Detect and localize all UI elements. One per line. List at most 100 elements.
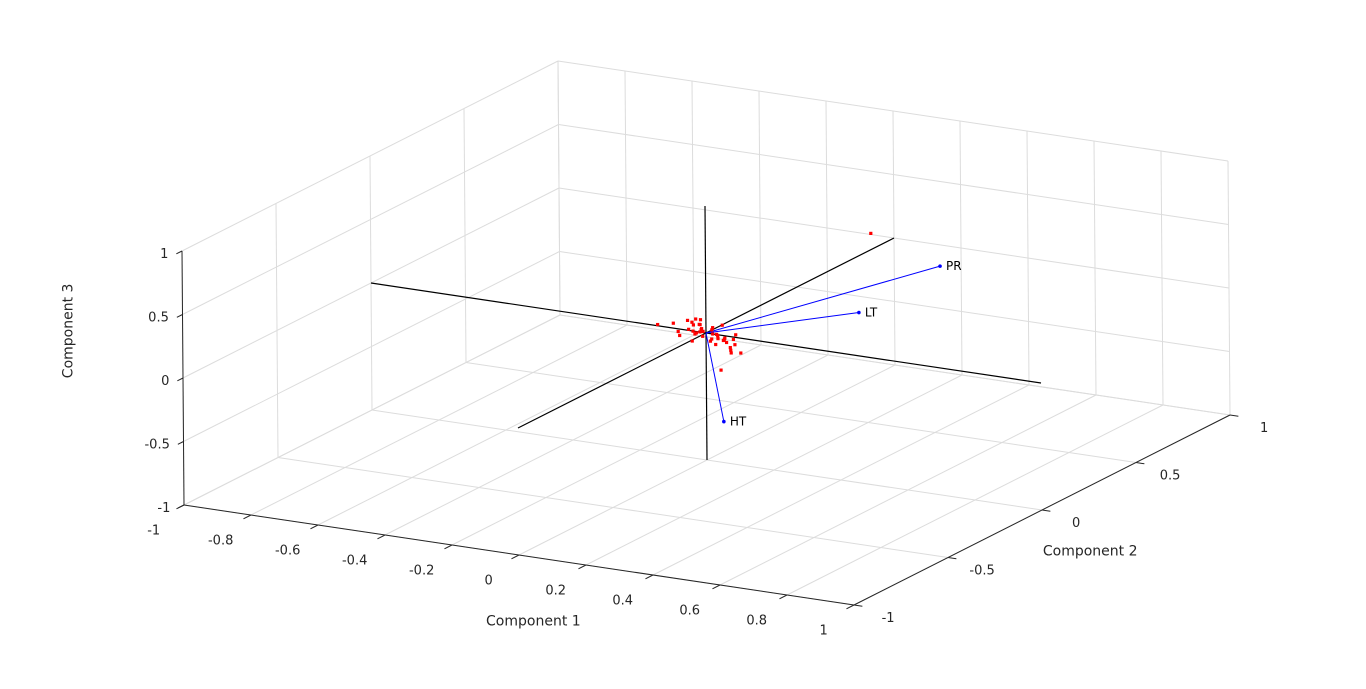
score-point xyxy=(687,327,691,331)
y-tick-mark xyxy=(947,557,957,560)
score-point xyxy=(739,351,743,355)
loading-vector-label: HT xyxy=(730,415,747,429)
score-point xyxy=(698,330,702,334)
x-tick-mark xyxy=(645,574,654,580)
x-tick-label: -0.8 xyxy=(208,533,233,548)
y-tick-mark xyxy=(1135,462,1145,465)
loading-vector-label: PR xyxy=(946,259,962,273)
score-point xyxy=(698,318,703,322)
z-tick-label: -1 xyxy=(157,501,170,516)
score-point xyxy=(731,337,736,342)
z-tick-mark xyxy=(177,377,184,382)
score-point xyxy=(694,331,698,335)
loading-vector-lt xyxy=(705,312,859,334)
score-point xyxy=(722,337,727,341)
score-point xyxy=(678,333,682,338)
score-point xyxy=(690,320,694,324)
loading-vector-end xyxy=(722,419,726,424)
x-tick-mark xyxy=(377,534,386,540)
score-point xyxy=(719,368,723,372)
score-point xyxy=(656,322,660,327)
x-tick-mark xyxy=(578,564,587,570)
y-tick-label: -0.5 xyxy=(969,564,994,579)
x-tick-label: -0.2 xyxy=(409,563,434,578)
x-axis-label: Component 1 xyxy=(486,614,581,630)
score-point xyxy=(733,343,737,347)
y-tick-mark xyxy=(853,604,863,607)
x-tick-label: 0.2 xyxy=(545,583,566,598)
score-point xyxy=(729,351,733,355)
loading-vector-label: LT xyxy=(865,306,878,320)
x-tick-mark xyxy=(444,544,453,550)
score-point xyxy=(691,329,695,333)
score-point xyxy=(701,329,705,333)
x-tick-label: 0.8 xyxy=(746,613,767,628)
x-tick-label: 0 xyxy=(485,573,493,588)
score-point xyxy=(671,321,675,325)
back-wall-grid-line xyxy=(558,124,1229,225)
y-tick-mark xyxy=(1041,509,1051,512)
score-point xyxy=(724,340,729,345)
score-point xyxy=(691,323,696,327)
score-point xyxy=(734,333,738,337)
score-point xyxy=(710,337,714,341)
score-point xyxy=(729,348,733,352)
loading-vector-end xyxy=(938,264,942,268)
score-point xyxy=(690,339,694,343)
z-tick-mark xyxy=(176,250,183,255)
back-wall-grid-line xyxy=(559,251,1230,352)
side-wall-grid-line xyxy=(183,314,561,506)
x-tick-mark xyxy=(712,584,721,590)
x-tick-label: -0.4 xyxy=(342,553,367,568)
side-wall-grid-line xyxy=(182,124,559,315)
score-point xyxy=(720,323,724,327)
score-point xyxy=(716,334,720,338)
floor-grid-line xyxy=(277,457,949,558)
z-tick-mark xyxy=(177,441,184,445)
y-tick-label: -1 xyxy=(882,611,895,626)
y-tick-label: 0 xyxy=(1072,516,1080,531)
score-point xyxy=(710,328,714,332)
x-tick-label: -1 xyxy=(147,523,160,538)
score-points xyxy=(656,231,873,372)
x-tick-label: 1 xyxy=(820,623,828,638)
z-tick-label: -0.5 xyxy=(144,437,169,452)
x-tick-label: -0.6 xyxy=(275,543,300,558)
y-axis-label: Component 2 xyxy=(1043,544,1138,560)
axes: -1 -0.8 -0.6 -0.4 -0.2 0 0.2 0.4 0.6 0.8 1 -1 -0.5 0 0… xyxy=(144,247,1268,638)
loading-vector-ht xyxy=(705,332,725,422)
x-tick-mark xyxy=(511,554,520,560)
score-point xyxy=(701,334,705,338)
floor-grid-line xyxy=(465,362,1137,463)
score-point xyxy=(728,345,732,350)
z-tick-label: 0 xyxy=(161,374,169,389)
loading-vector-end xyxy=(857,310,861,315)
x-tick-mark xyxy=(846,604,855,610)
loading-vector-pr xyxy=(705,265,941,334)
loading-vectors: PR LT HT xyxy=(705,259,962,429)
x-tick-label: 0.6 xyxy=(679,603,700,618)
back-wall-grid-line xyxy=(559,314,1231,416)
x-tick-mark xyxy=(779,594,788,600)
z-tick-label: 0.5 xyxy=(148,310,169,325)
x-tick-mark xyxy=(310,524,319,530)
x-tick-mark xyxy=(243,514,252,520)
axis-labels: Component 1 Component 2 Component 3 xyxy=(60,284,1137,630)
score-point xyxy=(685,318,690,322)
score-point xyxy=(697,322,701,326)
score-point xyxy=(708,339,713,343)
y-tick-label: 0.5 xyxy=(1160,469,1181,484)
z-tick-label: 1 xyxy=(160,247,168,262)
side-wall-grid-line xyxy=(183,251,560,442)
z-tick-mark xyxy=(176,314,183,318)
score-point xyxy=(711,332,715,336)
score-point xyxy=(869,231,873,235)
side-wall-grid-line xyxy=(181,60,559,252)
score-point xyxy=(699,327,703,332)
score-point xyxy=(676,329,680,334)
score-point xyxy=(714,342,718,347)
z-axis-label: Component 3 xyxy=(60,284,76,379)
back-wall-grid-line xyxy=(557,60,1229,162)
score-point xyxy=(711,326,715,330)
